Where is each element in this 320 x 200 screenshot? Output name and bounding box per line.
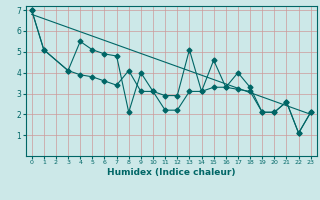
X-axis label: Humidex (Indice chaleur): Humidex (Indice chaleur) <box>107 168 236 177</box>
